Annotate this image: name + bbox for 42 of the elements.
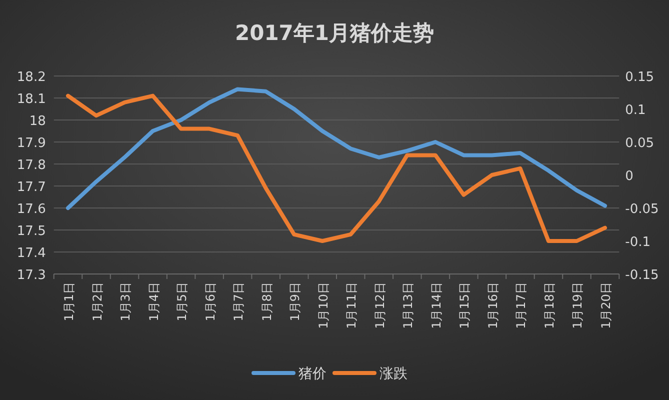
x-tick-label: 1月12日: [372, 282, 387, 329]
y-tick-label: 17.6: [16, 202, 46, 217]
x-tick-label: 1月10日: [316, 282, 330, 329]
x-tick-label: 1月8日: [260, 282, 274, 322]
y-tick-label: 17.3: [16, 268, 46, 283]
y2-tick-label: -0.05: [625, 202, 659, 217]
x-tick-label: 1月3日: [118, 282, 133, 322]
y-tick-label: 17.7: [16, 180, 46, 195]
x-tick-label: 1月14日: [429, 282, 444, 329]
y2-tick-label: -0.1: [625, 235, 651, 250]
y-tick-label: 17.8: [16, 158, 46, 173]
x-tick-label: 1月16日: [486, 282, 500, 329]
chart-title: 2017年1月猪价走势: [234, 21, 434, 45]
x-tick-label: 1月9日: [288, 282, 302, 322]
y-tick-label: 18.1: [16, 92, 46, 107]
x-tick-label: 1月11日: [344, 282, 359, 329]
y-tick-label: 17.9: [16, 136, 46, 151]
y-tick-label: 17.5: [16, 224, 46, 239]
x-tick-label: 1月2日: [90, 282, 104, 322]
x-tick-label: 1月4日: [146, 282, 161, 322]
x-tick-label: 1月13日: [401, 282, 416, 329]
y2-tick-label: 0.1: [625, 103, 646, 118]
y-tick-label: 18.2: [16, 70, 46, 85]
x-tick-label: 1月15日: [458, 282, 472, 329]
legend-label: 涨跌: [380, 366, 408, 382]
y2-tick-label: 0.05: [625, 136, 654, 151]
x-tick-label: 1月1日: [62, 282, 76, 322]
x-tick-label: 1月17日: [514, 282, 528, 329]
x-tick-label: 1月20日: [599, 282, 613, 329]
y2-tick-label: -0.15: [625, 268, 659, 283]
y-tick-label: 18: [29, 114, 46, 129]
y2-tick-label: 0: [625, 169, 634, 184]
line-series: [66, 87, 607, 210]
x-tick-label: 1月7日: [232, 282, 246, 322]
legend-label: 猪价: [298, 366, 326, 382]
y-tick-label: 17.4: [16, 246, 46, 261]
x-tick-label: 1月5日: [175, 282, 190, 322]
x-tick-label: 1月19日: [570, 282, 585, 329]
line-series: [66, 94, 607, 243]
x-tick-label: 1月6日: [203, 282, 218, 322]
y2-tick-label: 0.15: [625, 70, 654, 85]
x-tick-label: 1月18日: [542, 282, 556, 329]
